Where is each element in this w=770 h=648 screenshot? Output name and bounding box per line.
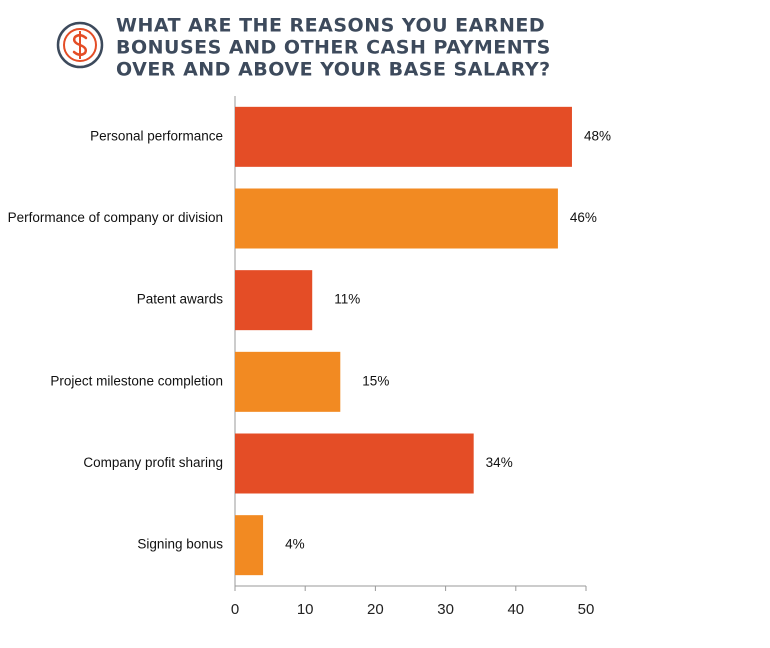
- x-tick-label: 40: [507, 601, 524, 618]
- value-label: 4%: [285, 537, 305, 552]
- x-tick-label: 20: [367, 601, 384, 618]
- chart-title: WHAT ARE THE REASONS YOU EARNED: [116, 15, 545, 37]
- category-label: Patent awards: [137, 292, 224, 307]
- x-tick-label: 30: [437, 601, 454, 618]
- value-label: 34%: [486, 455, 513, 470]
- icon: [56, 21, 104, 69]
- bar: [235, 106, 572, 167]
- value-label: 15%: [362, 373, 389, 388]
- value-label: 11%: [334, 292, 360, 307]
- x-tick-label: 10: [297, 601, 314, 618]
- category-label: Signing bonus: [137, 537, 223, 552]
- x-tick-label: 50: [578, 601, 595, 618]
- value-label: 48%: [584, 128, 611, 143]
- chart-title: OVER AND ABOVE YOUR BASE SALARY?: [116, 59, 551, 81]
- category-label: Company profit sharing: [83, 455, 223, 470]
- bar: [235, 351, 341, 412]
- bar: [235, 433, 474, 494]
- x-tick-label: 0: [231, 601, 239, 618]
- bar: [235, 270, 313, 331]
- value-label: 46%: [570, 210, 597, 225]
- category-label: Personal performance: [90, 128, 223, 143]
- bar: [235, 188, 558, 249]
- bar: [235, 515, 264, 576]
- category-label: Performance of company or division: [8, 210, 223, 225]
- chart-title: BONUSES AND OTHER CASH PAYMENTS: [116, 37, 551, 59]
- category-label: Project milestone completion: [50, 373, 223, 388]
